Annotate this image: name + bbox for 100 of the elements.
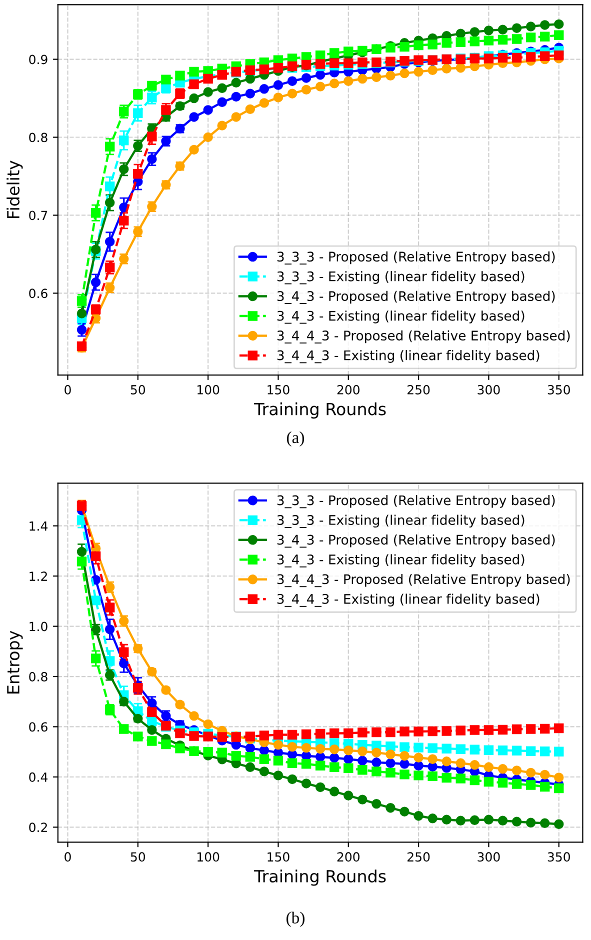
point <box>386 758 396 768</box>
point <box>203 105 213 115</box>
point <box>400 68 410 78</box>
y-tick-label: 0.8 <box>29 132 48 142</box>
point <box>76 308 87 318</box>
point <box>386 741 396 752</box>
point <box>484 36 494 46</box>
point <box>329 753 340 763</box>
point <box>386 70 396 81</box>
text: (a) <box>286 431 304 447</box>
point <box>231 92 241 102</box>
point <box>203 132 213 142</box>
point <box>245 743 256 753</box>
point <box>329 744 340 754</box>
text: (b) <box>286 912 304 927</box>
point <box>217 83 227 93</box>
point <box>287 742 298 752</box>
point <box>540 51 550 62</box>
point <box>104 624 115 634</box>
point <box>133 714 143 724</box>
point <box>498 778 508 788</box>
point <box>344 46 354 56</box>
point <box>301 759 312 769</box>
point <box>526 52 536 62</box>
x-tick-label: 50 <box>130 852 146 862</box>
x-tick-label: 100 <box>198 852 220 862</box>
point <box>526 780 536 790</box>
legend-label: 3_4_3 - Existing (linear fidelity based) <box>277 310 524 324</box>
point <box>358 765 368 775</box>
point <box>287 88 298 98</box>
point <box>344 745 354 756</box>
point <box>512 52 522 63</box>
point <box>147 154 157 164</box>
point <box>526 768 536 778</box>
point <box>133 108 143 118</box>
point <box>442 744 452 754</box>
point <box>358 746 368 756</box>
point <box>512 746 522 756</box>
point <box>428 65 438 76</box>
point <box>203 74 213 84</box>
point <box>456 37 466 47</box>
point <box>119 136 129 146</box>
point <box>104 142 115 152</box>
point <box>400 806 410 816</box>
point <box>259 98 270 108</box>
point <box>90 277 101 288</box>
x-tick-label: 250 <box>408 852 430 862</box>
point <box>217 120 227 130</box>
point <box>189 79 199 90</box>
point <box>301 729 312 740</box>
point <box>147 80 157 91</box>
point <box>90 654 101 664</box>
point <box>344 728 354 738</box>
legend-label: 3_3_3 - Proposed (Relative Entropy based) <box>277 495 555 508</box>
point <box>484 26 494 36</box>
point <box>400 42 410 52</box>
point <box>189 66 199 77</box>
point <box>189 731 199 741</box>
y-tick-label: 0.2 <box>29 822 47 832</box>
x-tick-label: 0 <box>64 385 71 394</box>
point <box>245 752 256 762</box>
y-axis-title: Entropy <box>7 630 23 694</box>
point <box>540 724 550 734</box>
point <box>484 745 494 755</box>
x-tick-label: 150 <box>268 852 290 862</box>
point <box>484 54 494 64</box>
point <box>470 775 480 786</box>
point <box>386 802 396 813</box>
point <box>315 82 326 92</box>
point <box>104 236 115 247</box>
point <box>554 772 564 782</box>
point <box>372 766 382 776</box>
point <box>90 551 101 562</box>
point <box>161 105 171 115</box>
point <box>119 696 129 706</box>
point <box>189 711 199 721</box>
point <box>442 772 452 783</box>
point <box>498 745 508 756</box>
point <box>372 748 382 758</box>
legend-label: 3_4_4_3 - Existing (linear fidelity based) <box>277 594 540 607</box>
legend-label: 3_4_4_3 - Proposed (Relative Entropy based) <box>277 330 570 344</box>
legend-label: 3_4_4_3 - Existing (linear fidelity based) <box>277 350 540 364</box>
point <box>133 732 143 742</box>
x-tick-label: 50 <box>130 385 146 394</box>
point <box>540 746 550 756</box>
point <box>147 725 157 735</box>
point <box>76 296 87 306</box>
point <box>161 74 171 84</box>
point <box>456 28 466 38</box>
point <box>175 728 185 738</box>
x-tick-label: 350 <box>548 385 570 394</box>
point <box>512 766 522 776</box>
point <box>273 756 284 766</box>
point <box>344 76 354 86</box>
point <box>76 546 87 557</box>
point <box>470 815 480 826</box>
point <box>498 34 508 45</box>
point <box>428 754 438 764</box>
point <box>540 818 550 828</box>
x-tick-label: 350 <box>548 852 570 862</box>
